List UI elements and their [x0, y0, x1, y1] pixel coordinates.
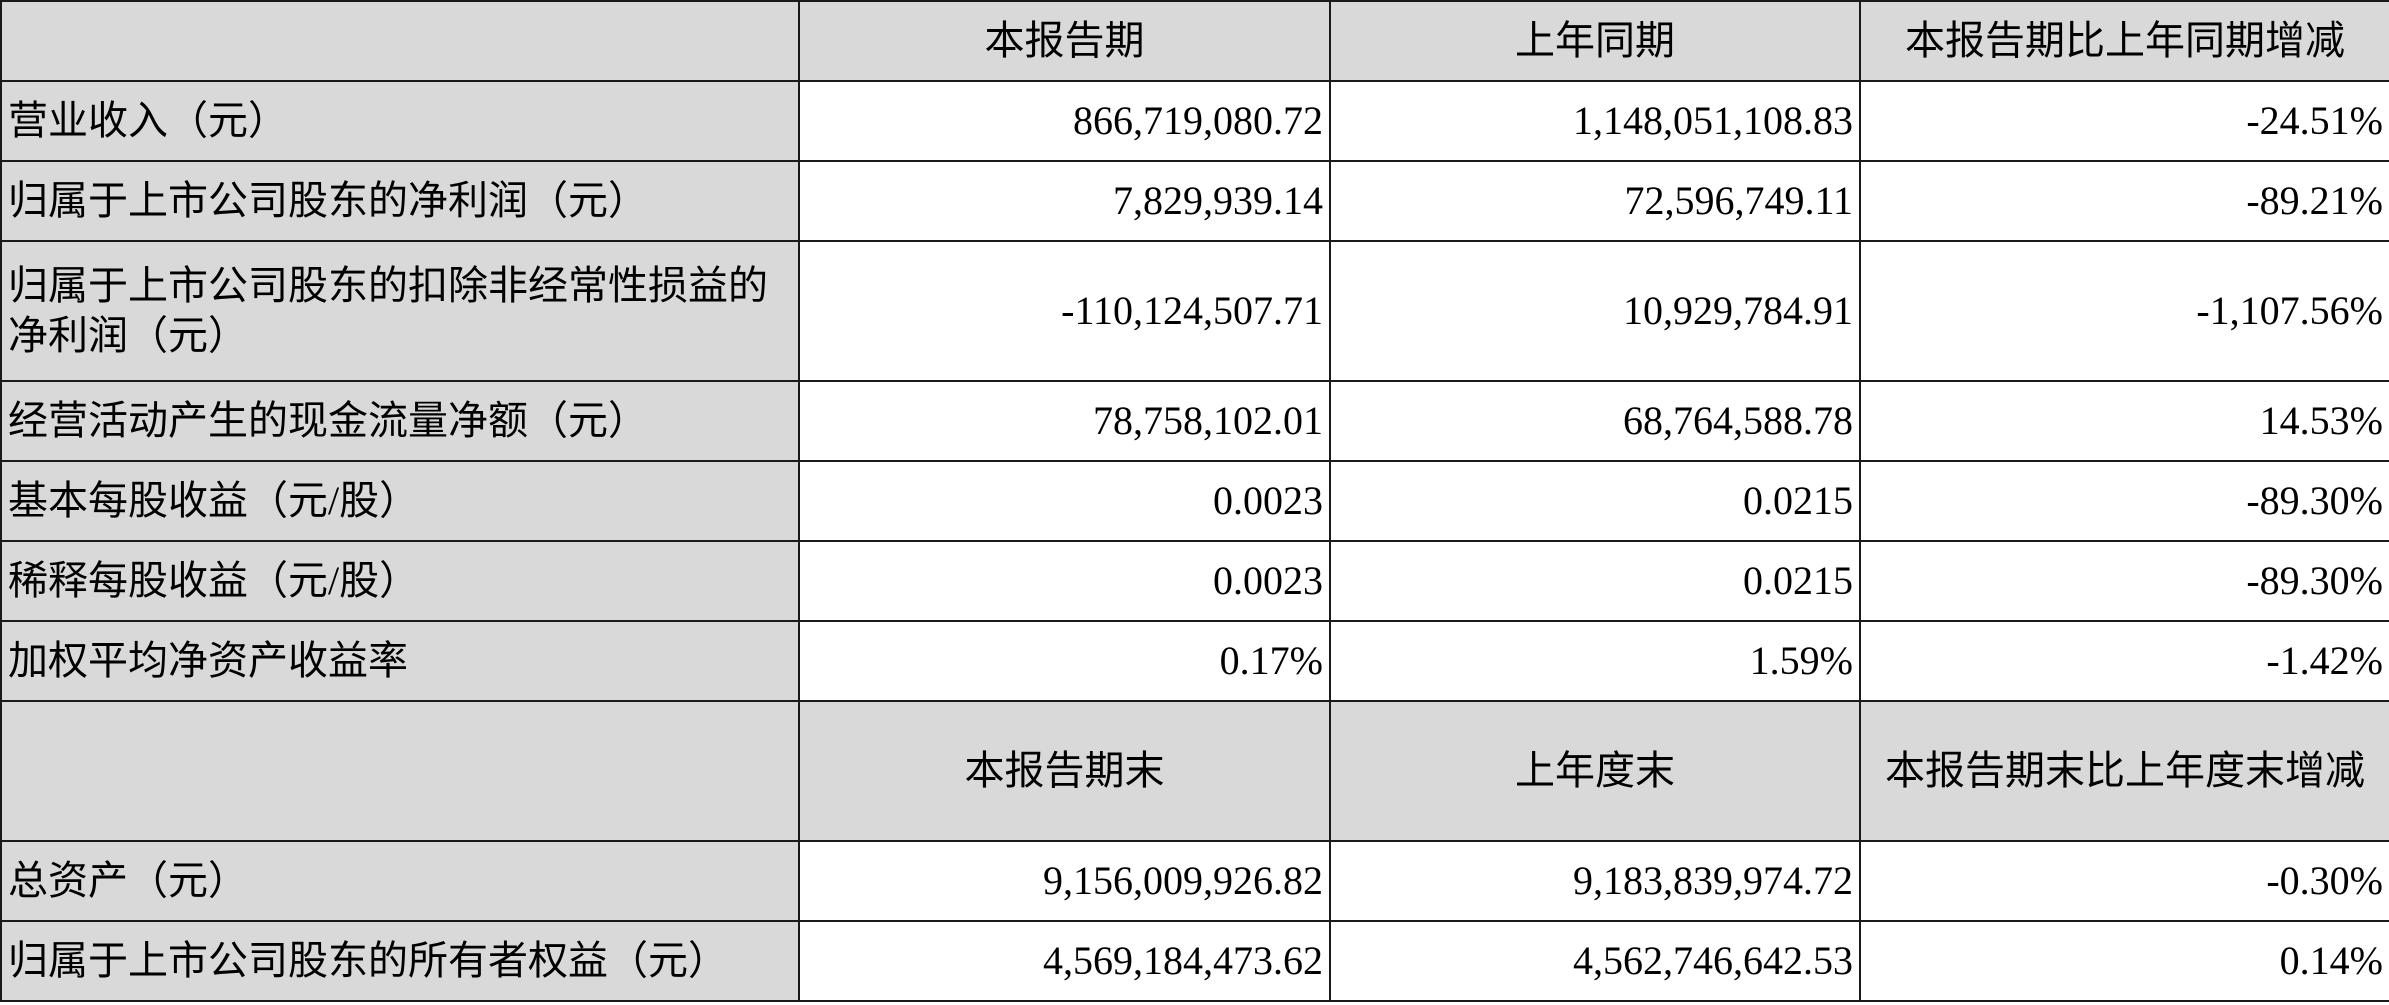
current-value: 4,569,184,473.62 — [798, 920, 1331, 1002]
prior-value: 72,596,749.11 — [1329, 160, 1861, 242]
table-row: 稀释每股收益（元/股） 0.0023 0.0215 -89.30% — [0, 540, 2389, 622]
change-value: -89.21% — [1859, 160, 2389, 242]
row-label: 稀释每股收益（元/股） — [0, 540, 800, 622]
prior-value: 0.0215 — [1329, 540, 1861, 622]
column-header: 本报告期末 — [798, 700, 1331, 842]
table-row: 总资产（元） 9,156,009,926.82 9,183,839,974.72 -0… — [0, 840, 2389, 922]
column-header: 上年度末 — [1329, 700, 1861, 842]
column-header: 上年同期 — [1329, 0, 1861, 82]
row-label: 营业收入（元） — [0, 80, 800, 162]
table-header-row: 本报告期末 上年度末 本报告期末比上年度末增减 — [0, 700, 2389, 842]
header-corner — [0, 700, 800, 842]
row-label: 总资产（元） — [0, 840, 800, 922]
table-row: 基本每股收益（元/股） 0.0023 0.0215 -89.30% — [0, 460, 2389, 542]
change-value: 14.53% — [1859, 380, 2389, 462]
current-value: 866,719,080.72 — [798, 80, 1331, 162]
table-header-row: 本报告期 上年同期 本报告期比上年同期增减 — [0, 0, 2389, 82]
table-row: 归属于上市公司股东的净利润（元） 7,829,939.14 72,596,749.1… — [0, 160, 2389, 242]
change-value: -0.30% — [1859, 840, 2389, 922]
prior-value: 9,183,839,974.72 — [1329, 840, 1861, 922]
header-corner — [0, 0, 800, 82]
table-row: 加权平均净资产收益率 0.17% 1.59% -1.42% — [0, 620, 2389, 702]
row-label: 归属于上市公司股东的所有者权益（元） — [0, 920, 800, 1002]
row-label: 基本每股收益（元/股） — [0, 460, 800, 542]
current-value: 0.0023 — [798, 540, 1331, 622]
current-value: 0.17% — [798, 620, 1331, 702]
prior-value: 68,764,588.78 — [1329, 380, 1861, 462]
prior-value: 0.0215 — [1329, 460, 1861, 542]
current-value: 78,758,102.01 — [798, 380, 1331, 462]
change-value: -24.51% — [1859, 80, 2389, 162]
prior-value: 10,929,784.91 — [1329, 240, 1861, 382]
table-row: 归属于上市公司股东的所有者权益（元） 4,569,184,473.62 4,562,… — [0, 920, 2389, 1002]
change-value: -1,107.56% — [1859, 240, 2389, 382]
prior-value: 1,148,051,108.83 — [1329, 80, 1861, 162]
row-label: 加权平均净资产收益率 — [0, 620, 800, 702]
column-header: 本报告期末比上年度末增减 — [1859, 700, 2389, 842]
change-value: -89.30% — [1859, 460, 2389, 542]
row-label: 经营活动产生的现金流量净额（元） — [0, 380, 800, 462]
row-label: 归属于上市公司股东的扣除非经常性损益的净利润（元） — [0, 240, 800, 382]
change-value: -1.42% — [1859, 620, 2389, 702]
current-value: -110,124,507.71 — [798, 240, 1331, 382]
column-header: 本报告期比上年同期增减 — [1859, 0, 2389, 82]
table-row: 归属于上市公司股东的扣除非经常性损益的净利润（元） -110,124,507.71… — [0, 240, 2389, 382]
change-value: -89.30% — [1859, 540, 2389, 622]
row-label: 归属于上市公司股东的净利润（元） — [0, 160, 800, 242]
current-value: 7,829,939.14 — [798, 160, 1331, 242]
current-value: 9,156,009,926.82 — [798, 840, 1331, 922]
table-row: 营业收入（元） 866,719,080.72 1,148,051,108.83 -24… — [0, 80, 2389, 162]
current-value: 0.0023 — [798, 460, 1331, 542]
prior-value: 1.59% — [1329, 620, 1861, 702]
change-value: 0.14% — [1859, 920, 2389, 1002]
table-row: 经营活动产生的现金流量净额（元） 78,758,102.01 68,764,588.… — [0, 380, 2389, 462]
column-header: 本报告期 — [798, 0, 1331, 82]
prior-value: 4,562,746,642.53 — [1329, 920, 1861, 1002]
